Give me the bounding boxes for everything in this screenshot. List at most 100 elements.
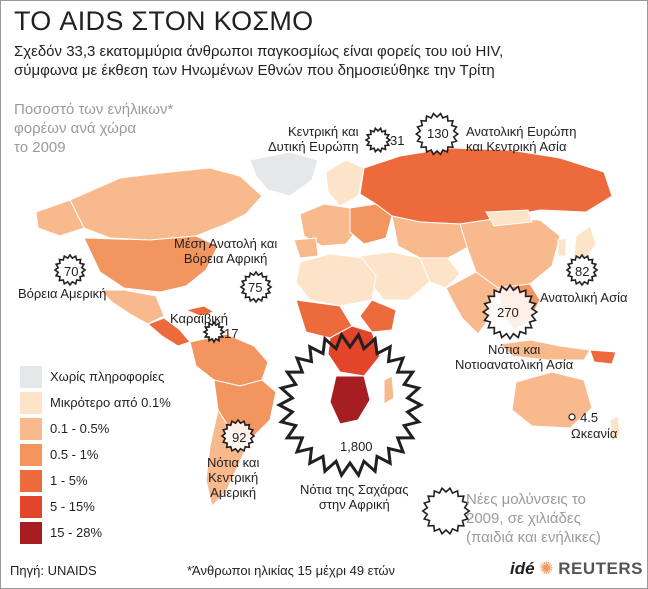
burst-value-middle-east: 75 [248,280,263,295]
legend-swatch [20,392,42,414]
new-zealand [609,415,621,444]
burst-value-cwe: 31 [390,133,405,148]
burst-caribbean [202,320,226,344]
caribbean-islands [184,305,216,317]
region-label-south-america: Νότια και Κεντρική Αμερική [207,455,259,500]
burst-east-asia [565,253,599,287]
map-note: Ποσοστό των ενήλικων* φορέων ανά χώρα το… [14,100,173,157]
region-label-oceania: Ωκεανία [571,426,618,441]
burst-north-america [53,253,87,287]
indonesia [498,339,591,361]
scandinavia [325,159,365,207]
burst-cwe [364,126,392,154]
legend-label: 5 - 15% [50,499,95,514]
legend-label: Μικρότερο από 0.1% [50,395,171,410]
mexico [98,289,165,325]
legend-label: 0.5 - 1% [50,447,99,462]
burst-south-america [220,418,256,454]
burst-value-oceania: 4.5 [580,410,599,425]
legend-label: 15 - 28% [50,525,103,540]
region-label-cwe-2: Δυτική Ευρώπη [268,139,359,154]
page-title: ΤΟ AIDS ΣΤΟΝ ΚΟΣΜΟ [14,6,314,36]
burst-value-eastern-europe: 130 [427,126,449,141]
new-infections-line-3: (παιδιά και ενήλικες) [466,529,601,546]
region-label-me-2: Βόρεια Αφρική [183,251,268,266]
legend-label: Χωρίς πληροφορίες [50,369,165,384]
southern-africa [329,375,371,425]
region-label-sa-1: Νότια και [487,342,541,357]
note-line-3: το 2009 [14,139,66,156]
burst-eastern-europe-shape [414,112,460,156]
burst-south-america-shape [220,418,256,454]
legend-swatch [20,444,42,466]
region-label-me-1: Μέση Ανατολή και [174,236,278,251]
legend-label: 0.1 - 0.5% [50,421,110,436]
region-label-ssa-2: στην Αφρική [318,497,390,512]
legend-item: 0.5 - 1% [20,444,250,466]
region-label-ee-1: Ανατολική Ευρώπη [466,124,577,139]
new-infections-line-2: 2009, σε χιλιάδες [466,510,581,527]
region-label-caribbean: Καραϊβική [170,311,228,326]
madagascar [383,375,395,405]
burst-cwe-shape [364,126,392,154]
greenland [249,151,319,197]
reuters-logo: idé ✺ REUTERS [510,559,643,579]
papua [589,349,617,365]
burst-oceania-circle [568,413,576,421]
burst-middle-east-shape [239,270,273,304]
region-label-middle-east: Μέση Ανατολή και Βόρεια Αφρική [174,236,277,266]
logo-ide: idé [510,559,535,578]
region-label-sa-2: Νοτιοανατολική Ασία [455,357,574,372]
burst-east-asia-shape [565,253,599,287]
central-asia [391,215,471,259]
region-label-north-america: Βόρεια Αμερική [18,286,107,301]
legend-swatch [20,366,42,388]
subtitle: Σχεδόν 33,3 εκατομμύρια άνθρωποι παγκοσμ… [14,42,644,80]
legend-item: 1 - 5% [20,470,250,492]
subtitle-line-1: Σχεδόν 33,3 εκατομμύρια άνθρωποι παγκοσμ… [14,43,504,60]
burst-middle-east [239,270,273,304]
legend-item: Χωρίς πληροφορίες [20,366,250,388]
mongolia [485,209,533,227]
region-label-eastern-europe: Ανατολική Ευρώπη και Κεντρική Ασία [466,124,576,154]
canada [69,167,263,241]
iran-afghanistan [419,257,461,289]
burst-legend-shape [421,486,471,536]
region-label-ee-2: και Κεντρική Ασία [466,139,567,154]
burst-south-asia-shape [481,283,539,341]
burst-value-south-asia: 270 [497,305,519,320]
burst-value-north-america: 70 [64,264,79,279]
subtitle-line-2: σύμφωνα με έκθεση των Ηνωμένων Εθνών που… [14,62,495,79]
legend-swatch [20,418,42,440]
burst-value-caribbean: 17 [224,326,239,341]
region-label-sub-saharan: Νότια της Σαχάρας στην Αφρική [300,482,409,512]
burst-sub-saharan-shape [275,331,425,479]
region-label-ssa-1: Νότια της Σαχάρας [300,482,409,497]
logo-reuters: REUTERS [558,559,644,578]
burst-value-east-asia: 82 [575,264,590,279]
new-infections-legend: Νέες μολύνσεις το 2009, σε χιλιάδες (παι… [466,490,601,547]
region-label-east-asia: Ανατολική Ασία [540,290,628,305]
legend-item: 0.1 - 0.5% [20,418,250,440]
legend-swatch [20,522,42,544]
legend-label: 1 - 5% [50,473,88,488]
region-label-central-western-europe: Κεντρική και Δυτική Ευρώπη [268,124,359,154]
legend-item: 5 - 15% [20,496,250,518]
burst-caribbean-shape [202,320,226,344]
note-line-1: Ποσοστό των ενήλικων* [14,101,174,118]
japan [573,225,597,263]
burst-south-asia [481,283,539,341]
burst-value-sub-saharan: 1,800 [340,439,373,454]
horn-of-africa [359,299,397,333]
legend-swatch [20,470,42,492]
footnote: *Άνθρωποι ηλικίας 15 μέχρι 49 ετών [187,563,396,578]
korea [557,237,567,257]
burst-oceania [568,413,576,421]
logo-sun-icon: ✺ [539,559,554,578]
region-label-south-asia: Νότια και Νοτιοανατολική Ασία [455,342,573,372]
burst-eastern-europe [414,112,460,156]
legend-swatch [20,496,42,518]
alaska [35,199,85,237]
new-infections-line-1: Νέες μολύνσεις το [466,491,586,508]
